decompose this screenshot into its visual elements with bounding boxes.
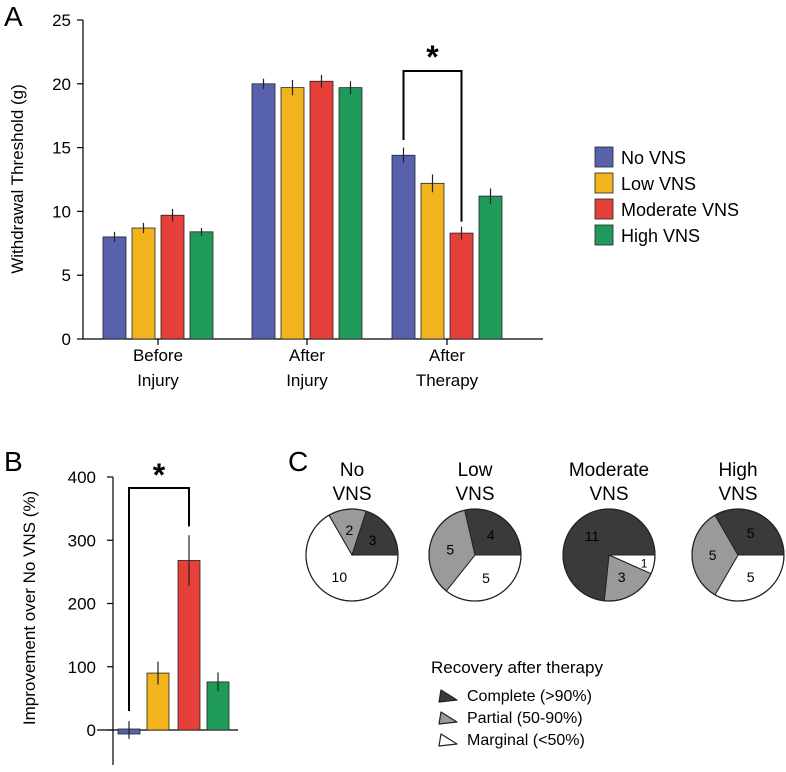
legend-label-marginal: Marginal (<50%) [467,732,585,749]
panel-b-y-tick-label: 400 [68,468,96,487]
legend-label-partial: Partial (50-90%) [467,710,583,727]
panel-a-bar [131,227,156,340]
pie-outline [562,508,656,602]
panel-a-significance: * [402,39,463,222]
panel-b-significance-bracket [128,487,190,712]
panel-a-ylabel: Withdrawal Threshold (g) [8,84,27,274]
pie-slice-label-partial: 5 [446,541,454,557]
panel-a-bar [338,87,363,340]
panel-a-bar [309,80,334,340]
panel-a-x-label-line1: Before [133,346,183,365]
panel-b-significance-star: * [153,457,166,493]
pie-slice-label-complete: 3 [369,532,377,548]
pie-slice-label-marginal: 1 [641,556,648,570]
panel-a-x-label-line1: After [289,346,325,365]
panel-a-significance-bracket [402,70,463,222]
panel-b-bars [117,535,230,739]
panel-a-label: A [4,1,23,32]
pie-outline [428,508,522,602]
pie-slice-label-partial: 5 [709,547,717,563]
panel-a-bar [160,214,185,340]
legend-label-complete: Complete (>90%) [467,688,592,705]
panel-b-label: B [4,446,23,477]
panel-a-x-label-line2: Therapy [416,371,479,390]
pie-slice-label-partial: 2 [345,522,353,538]
legend-swatch-low-vns [594,172,614,194]
panel-c-legend: Complete (>90%) Partial (50-90%) Marginal … [438,688,592,749]
pie-title-line2: VNS [589,484,628,505]
panel-a-legend: No VNS Low VNS Moderate VNS High VNS [594,146,739,246]
panel-b-significance: * [128,457,190,712]
panel-a-significance-star: * [426,39,439,75]
panel-a-x-label-line2: Injury [286,371,328,390]
legend-label-moderate-vns: Moderate VNS [621,200,739,220]
pie-slice-label-marginal: 5 [482,570,490,586]
panel-a-bar [391,154,416,340]
pie-title-line1: No [340,460,364,481]
pie-outline [691,508,785,602]
pie-outline [305,508,399,602]
panel-a-y-tick-label: 25 [52,11,71,30]
legend-wedge-partial [438,711,458,725]
pie-title-line2: VNS [332,484,371,505]
panel-a-x-label-line2: Injury [137,371,179,390]
panel-a-bar [102,236,127,340]
panel-a-y-tick-label: 15 [52,139,71,158]
pie-slice-label-marginal: 10 [332,569,348,585]
panel-b-y-tick-label: 300 [68,531,96,550]
legend-label-no-vns: No VNS [621,148,686,168]
panel-b-y-tick-label: 100 [68,658,96,677]
pie-slice-label-partial: 3 [618,569,626,585]
pie-slice-label-complete: 11 [585,528,600,544]
panel-a-y-tick-label: 10 [52,202,71,221]
legend-swatch-moderate-vns [594,198,614,220]
panel-a-axes: 0 5 10 15 20 25 Before Injury After Injury After Th… [52,11,543,390]
pie-slice-label-marginal: 5 [747,569,755,585]
panel-b-y-tick-label: 200 [68,595,96,614]
panel-a-bar [280,87,305,340]
legend-wedge-complete [438,689,458,703]
legend-swatch-high-vns [594,224,614,246]
pie-title-line1: Low [458,460,493,481]
panel-c-pies: NoVNS1023LowVNS554ModerateVNS1311HighVNS… [305,460,785,602]
panel-a-y-tick-label: 5 [62,266,71,285]
legend-wedge-marginal [438,733,458,747]
panel-a-bars [102,74,503,340]
panel-a-bar [251,83,276,340]
pie-title-line2: VNS [455,484,494,505]
panel-a-bar [449,232,474,340]
panel-a-bar [189,231,214,340]
panel-a-y-tick-label: 20 [52,75,71,94]
pie-title-line1: High [718,460,757,481]
panel-b-ylabel: Improvement over No VNS (%) [20,491,39,725]
panel-a-y-tick-label: 0 [62,330,71,349]
panel-c-legend-title: Recovery after therapy [431,658,603,677]
panel-b-y-tick-label: 0 [87,721,96,740]
panel-a-bar [420,182,445,340]
pie-slice-label-complete: 4 [487,527,495,543]
panel-a-bar [478,195,503,340]
panel-a-x-label-line1: After [429,346,465,365]
panel-c-label: C [288,446,308,477]
legend-label-high-vns: High VNS [621,226,700,246]
panel-c: C NoVNS1023LowVNS554ModerateVNS1311HighV… [288,446,785,749]
panel-b-bar [177,560,201,731]
panel-a: A Withdrawal Threshold (g) 0 5 10 15 20 25 Bef… [4,1,739,390]
pie-title-line1: Moderate [569,460,649,481]
pie-title-line2: VNS [718,484,757,505]
legend-swatch-no-vns [594,146,614,168]
panel-b: B Improvement over No VNS (%) 0 100 200 300… [4,446,238,765]
legend-label-low-vns: Low VNS [621,174,696,194]
pie-slice-label-complete: 5 [747,525,755,541]
